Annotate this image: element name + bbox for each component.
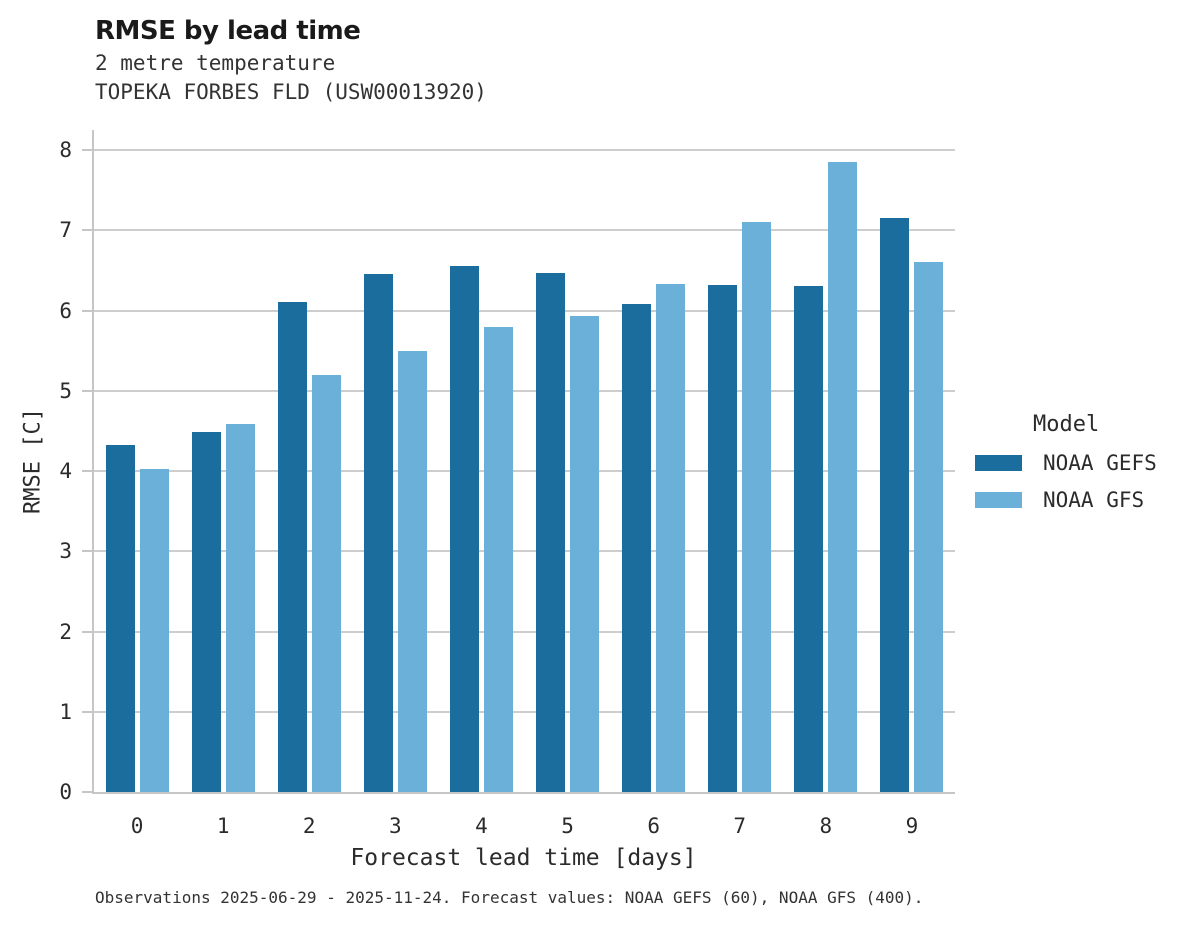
x-tick-label-9: 9 [905, 814, 919, 838]
y-tick-label-3: 3 [59, 539, 72, 564]
gridline-y-5 [94, 389, 955, 392]
y-tick-label-0: 0 [59, 780, 72, 804]
legend-label-noaa-gefs: NOAA GEFS [1043, 451, 1157, 475]
x-tick-label-0: 0 [130, 814, 144, 838]
gridline-y-2 [94, 630, 955, 633]
y-tick-mark-4 [82, 470, 92, 472]
x-tick-label-6: 6 [647, 814, 660, 838]
bar-noaa-gefs-lead-6 [622, 304, 652, 792]
x-tick-label-2: 2 [302, 814, 316, 838]
bar-noaa-gefs-lead-9 [880, 218, 910, 792]
bar-noaa-gefs-lead-7 [708, 284, 738, 792]
bar-group-lead-9 [880, 218, 944, 792]
bar-group-lead-6 [622, 284, 686, 792]
y-tick-label-6: 6 [59, 298, 72, 323]
plot-area: 0 1 2 3 4 5 6 7 8 0 1 2 3 4 5 6 7 8 9 [59, 130, 955, 838]
x-tick-label-5: 5 [561, 814, 574, 838]
bar-group-lead-5 [536, 272, 600, 792]
y-tick-mark-7 [82, 229, 92, 232]
bar-noaa-gefs-lead-5 [536, 272, 566, 792]
legend: Model NOAA GEFS NOAA GFS [975, 412, 1157, 525]
gridline-y-3 [94, 550, 955, 553]
legend-swatch-noaa-gfs [975, 492, 1022, 508]
x-tick-label-7: 7 [733, 814, 747, 838]
y-tick-mark-3 [82, 550, 92, 553]
bar-noaa-gfs-lead-7 [742, 222, 772, 792]
y-tick-mark-5 [82, 389, 92, 392]
gridline-y-6 [94, 309, 955, 312]
y-tick-label-5: 5 [59, 378, 72, 403]
y-tick-label-8: 8 [59, 138, 72, 162]
bar-group-lead-1 [191, 424, 255, 792]
bar-noaa-gfs-lead-6 [656, 284, 686, 792]
x-tick-label-3: 3 [389, 814, 402, 838]
bar-group-lead-3 [363, 274, 427, 792]
caption: Observations 2025-06-29 - 2025-11-24. Fo… [95, 888, 924, 907]
gridline-y-8 [94, 149, 955, 151]
legend-title: Model [1033, 412, 1100, 437]
y-tick-mark-2 [82, 630, 92, 633]
chart-title: RMSE by lead time [95, 16, 361, 46]
bar-group-lead-8 [794, 162, 858, 792]
gridline-y-7 [94, 229, 955, 232]
x-axis-title: Forecast lead time [days] [350, 845, 697, 871]
bar-group-lead-7 [708, 222, 772, 792]
gridline-y-1 [94, 710, 955, 713]
bar-noaa-gfs-lead-8 [828, 162, 858, 792]
bar-noaa-gefs-lead-1 [191, 432, 221, 792]
legend-item-noaa-gefs: NOAA GEFS [975, 451, 1157, 475]
bar-noaa-gfs-lead-4 [483, 327, 513, 792]
y-tick-label-2: 2 [59, 619, 72, 644]
x-tick-label-4: 4 [475, 814, 488, 838]
y-tick-label-7: 7 [59, 218, 72, 243]
bar-noaa-gfs-lead-5 [570, 316, 600, 792]
bar-noaa-gfs-lead-9 [914, 262, 944, 792]
y-tick-mark-1 [82, 710, 92, 713]
bar-group-lead-4 [449, 266, 513, 792]
y-tick-label-4: 4 [59, 459, 72, 483]
x-tick-label-1: 1 [216, 814, 230, 838]
bar-noaa-gefs-lead-8 [794, 285, 824, 792]
bar-group-lead-2 [277, 302, 341, 792]
bar-noaa-gfs-lead-0 [139, 469, 169, 792]
bar-noaa-gfs-lead-3 [397, 350, 427, 792]
chart-subtitle-variable: 2 metre temperature [95, 51, 336, 75]
y-tick-mark-8 [82, 149, 92, 151]
x-tick-label-8: 8 [819, 814, 833, 838]
bar-noaa-gfs-lead-1 [225, 424, 255, 792]
y-tick-mark-6 [82, 309, 92, 312]
bar-noaa-gefs-lead-3 [363, 274, 393, 792]
bar-noaa-gefs-lead-2 [277, 302, 307, 792]
bar-noaa-gefs-lead-4 [449, 266, 479, 792]
legend-swatch-noaa-gefs [975, 455, 1022, 471]
gridline-y-4 [94, 470, 955, 472]
bar-noaa-gefs-lead-0 [105, 444, 135, 792]
chart-subtitle-station: TOPEKA FORBES FLD (USW00013920) [95, 80, 487, 104]
legend-item-noaa-gfs: NOAA GFS [975, 488, 1157, 512]
bar-noaa-gfs-lead-2 [311, 374, 341, 792]
bar-group-lead-0 [105, 444, 169, 792]
y-tick-mark-0 [82, 791, 92, 793]
y-tick-label-1: 1 [59, 699, 72, 724]
legend-label-noaa-gfs: NOAA GFS [1043, 488, 1145, 512]
